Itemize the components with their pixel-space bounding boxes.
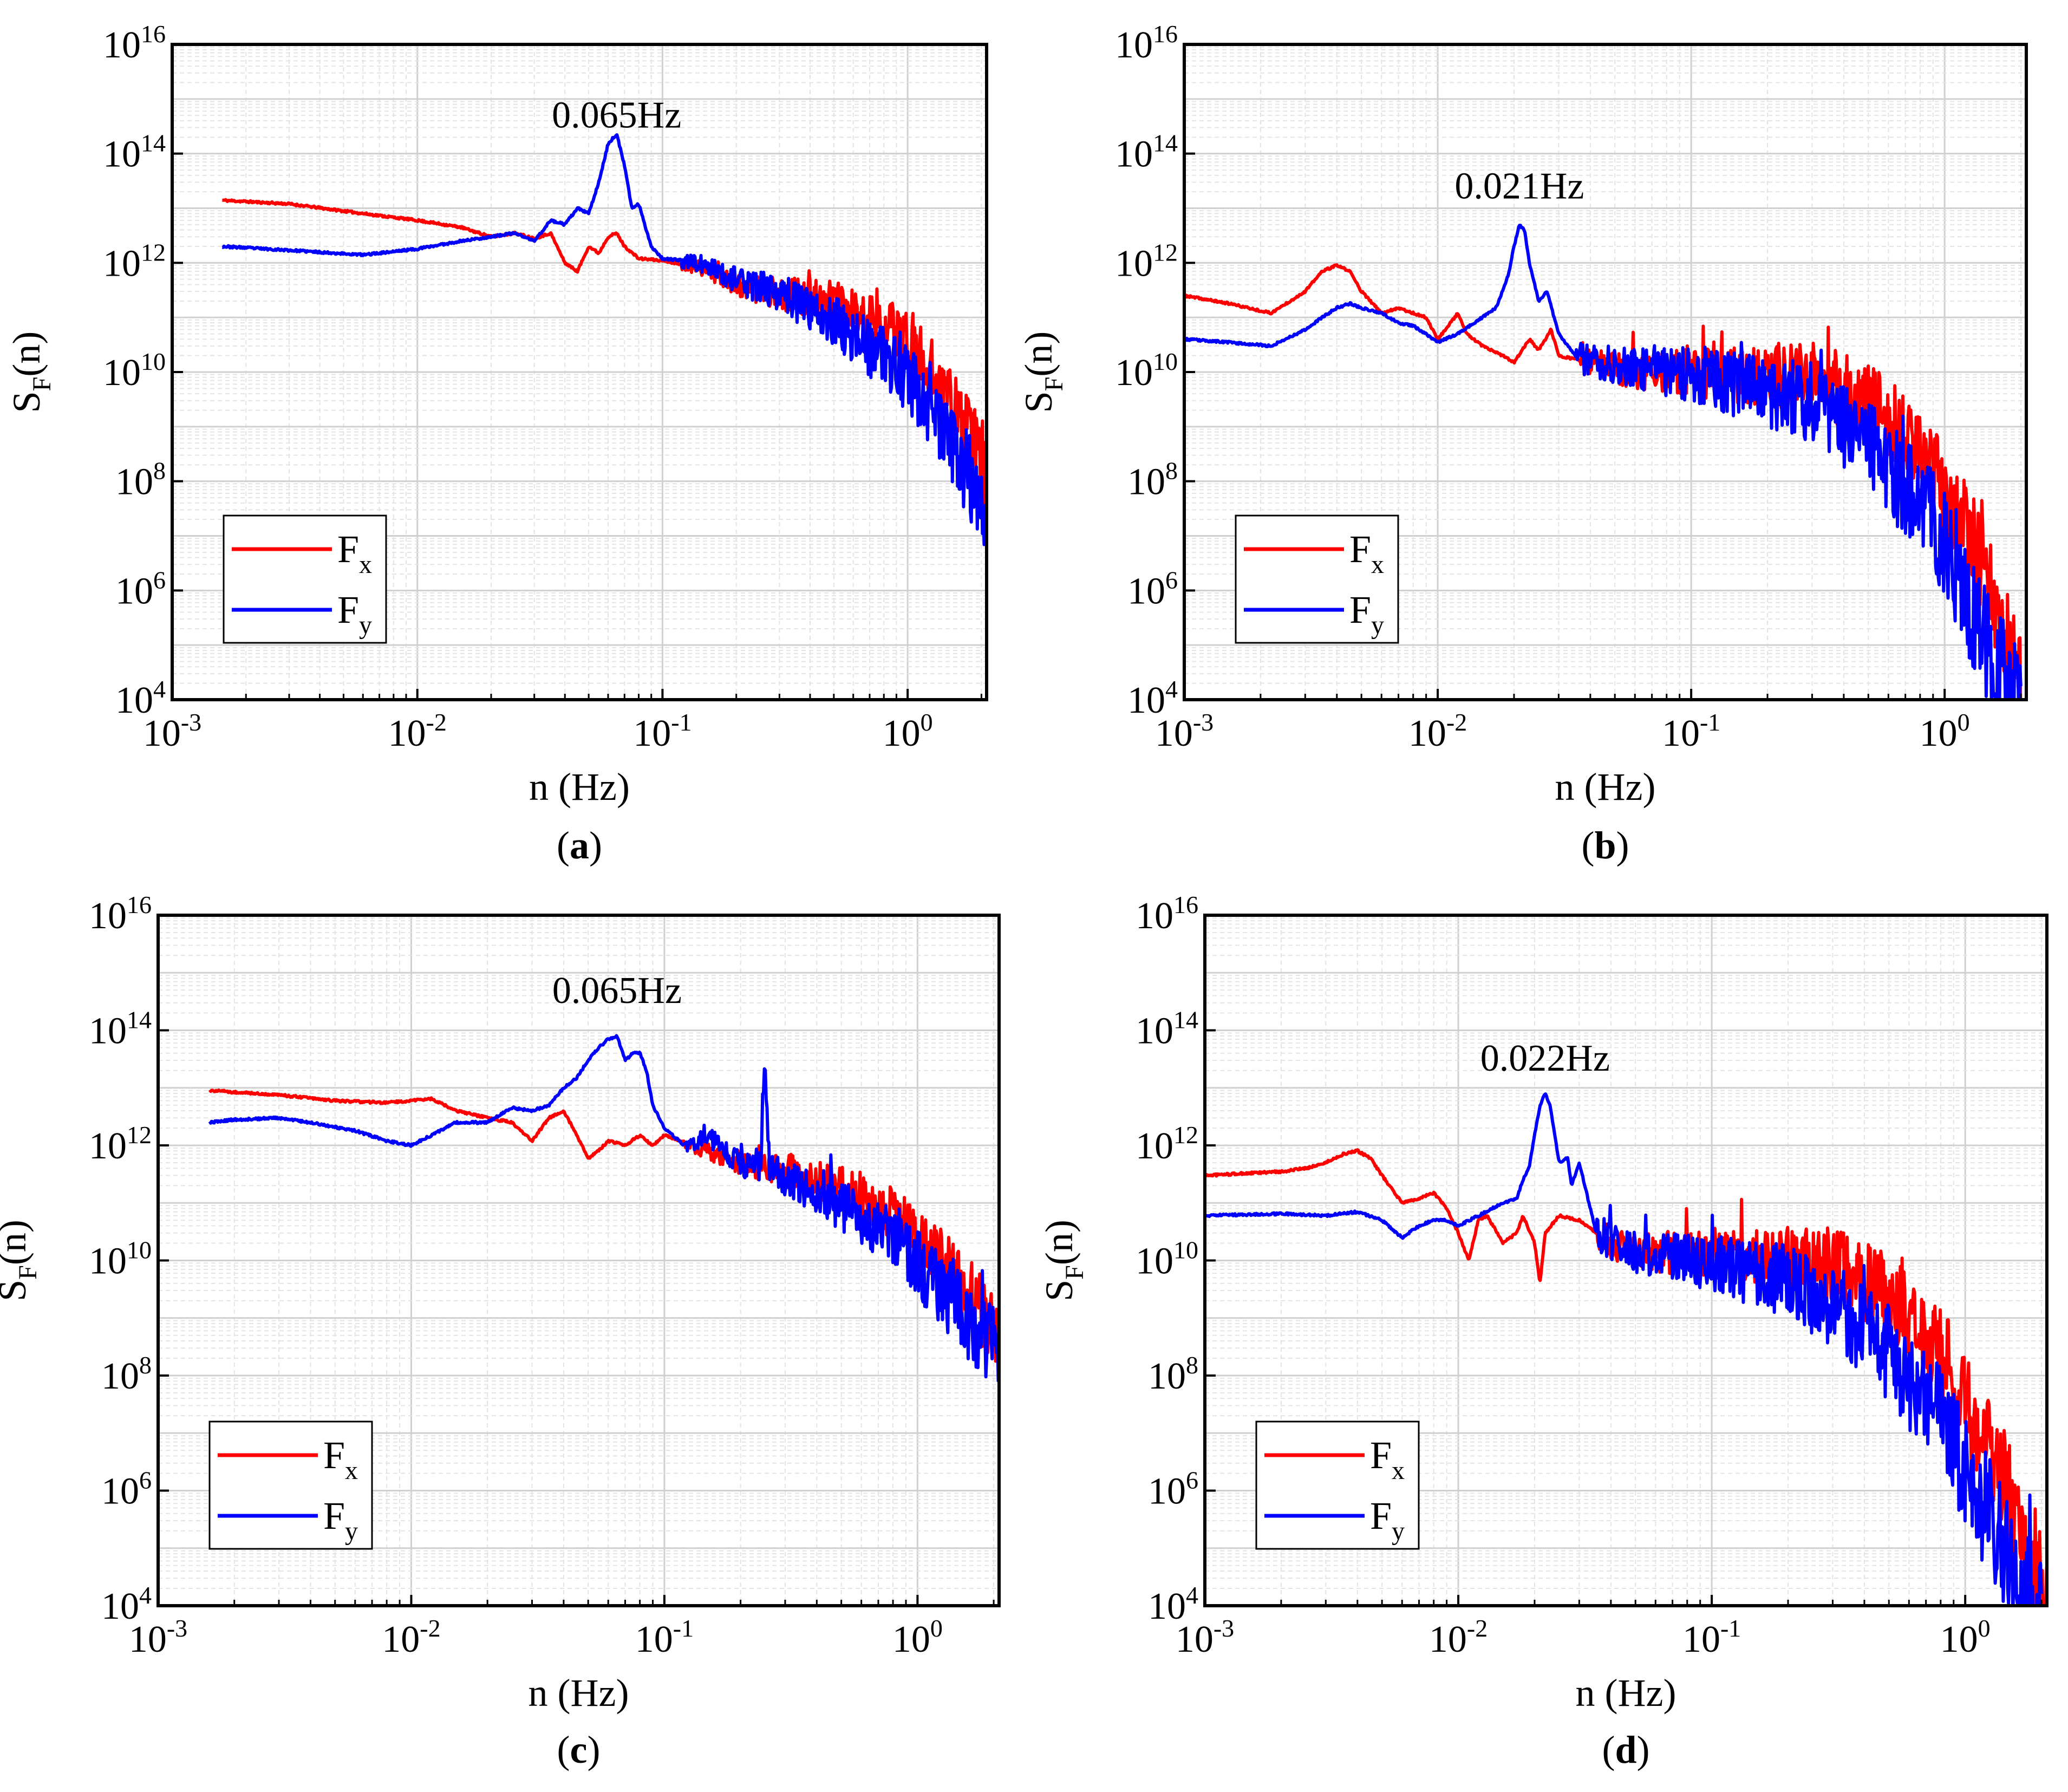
legend-label-Fy: Fy: [1349, 588, 1384, 640]
y-tick-label: 1010: [89, 1236, 152, 1282]
y-tick-label: 106: [101, 1467, 152, 1513]
x-axis-title: n (Hz): [529, 765, 630, 809]
x-tick-label: 100: [892, 1614, 943, 1660]
x-axis-title: n (Hz): [1576, 1671, 1676, 1715]
y-tick-label: 108: [115, 457, 166, 503]
panel-d: 10-3 10-2 10-1 100 104 106 108 1010 1012 1014 1016…: [1038, 891, 2049, 1771]
legend: Fx Fy: [1235, 514, 1399, 644]
y-tick-label: 106: [1127, 566, 1178, 612]
legend-label-Fy: Fy: [337, 588, 372, 640]
y-tick-label: 1012: [1136, 1121, 1198, 1167]
y-tick-label: 108: [1148, 1351, 1198, 1397]
x-tick-label: 100: [883, 708, 933, 754]
panel-caption: (b): [1581, 824, 1629, 867]
panel-caption: (d): [1602, 1728, 1649, 1771]
series-line-Fy: [1184, 224, 2023, 700]
peak-annotation: 0.021Hz: [1454, 166, 1584, 207]
legend-box: [1235, 514, 1399, 644]
y-tick-label: 108: [101, 1351, 152, 1397]
peak-annotation: 0.065Hz: [552, 95, 681, 136]
legend: Fx Fy: [208, 1420, 373, 1550]
x-tick-label: 10-2: [388, 708, 447, 754]
x-tick-label: 10-2: [382, 1614, 440, 1660]
y-axis-title: SF(n): [1038, 1220, 1089, 1301]
legend-label-Fx: Fx: [337, 527, 372, 579]
panel-caption: (a): [557, 824, 602, 867]
x-tick-label: 100: [1940, 1614, 1991, 1660]
panel-b: 10-3 10-2 10-1 100 104 106 108 1010 1012 1014 1016…: [1017, 20, 2028, 867]
y-tick-label: 1014: [89, 1006, 152, 1052]
x-tick-label: 10-3: [143, 708, 201, 754]
series-line-Fy: [1205, 1092, 2043, 1606]
legend-label-Fy: Fy: [323, 1494, 358, 1546]
grid: [158, 915, 999, 1606]
x-tick-label: 10-3: [1176, 1614, 1234, 1660]
y-tick-label: 1012: [103, 238, 166, 284]
x-tick-label: 10-3: [1155, 708, 1214, 754]
series-line-Fy: [208, 1034, 999, 1382]
x-axis-title: n (Hz): [529, 1671, 629, 1715]
y-tick-label: 1016: [89, 891, 152, 937]
legend-label-Fx: Fx: [1370, 1433, 1405, 1485]
x-tick-label: 10-1: [633, 708, 691, 754]
x-tick-label: 100: [1920, 708, 1970, 754]
y-tick-label: 104: [1127, 675, 1178, 721]
x-tick-label: 10-3: [129, 1614, 187, 1660]
y-tick-label: 104: [115, 675, 166, 721]
panel-c: 10-3 10-2 10-1 100 104 106 108 1010 1012 1014 1016…: [0, 891, 1001, 1771]
legend: Fx Fy: [223, 514, 387, 644]
y-tick-label: 1014: [1136, 1006, 1198, 1052]
x-tick-label: 10-1: [635, 1614, 694, 1660]
y-axis-title: SF(n): [1017, 331, 1068, 413]
x-tick-label: 10-2: [1408, 708, 1467, 754]
y-tick-label: 108: [1127, 457, 1178, 503]
series-line-Fy: [221, 133, 987, 546]
legend-box: [208, 1420, 373, 1550]
legend-box: [223, 514, 387, 644]
panel-caption: (c): [557, 1728, 601, 1771]
panel-a: 10-3 10-2 10-1 100 104 106 108 1010 1012 1014 1016…: [5, 20, 988, 867]
y-tick-label: 1016: [103, 20, 166, 66]
peak-annotation: 0.022Hz: [1480, 1038, 1610, 1079]
y-tick-label: 106: [115, 566, 166, 612]
y-tick-label: 1012: [89, 1121, 152, 1167]
y-tick-label: 106: [1148, 1467, 1198, 1513]
x-axis-title: n (Hz): [1555, 765, 1656, 809]
y-axis-title: SF(n): [0, 1220, 42, 1301]
y-tick-label: 1010: [1115, 348, 1178, 394]
y-axis-title: SF(n): [5, 331, 56, 413]
y-tick-label: 1010: [1136, 1236, 1198, 1282]
legend-box: [1255, 1420, 1420, 1550]
y-tick-label: 1016: [1136, 891, 1198, 937]
y-tick-label: 1016: [1115, 20, 1178, 66]
y-tick-label: 1012: [1115, 238, 1178, 284]
legend-label-Fx: Fx: [323, 1433, 358, 1485]
x-tick-label: 10-2: [1429, 1614, 1488, 1660]
y-tick-label: 104: [101, 1581, 152, 1627]
x-tick-label: 10-1: [1682, 1614, 1741, 1660]
x-tick-label: 10-1: [1662, 708, 1720, 754]
y-tick-label: 104: [1148, 1581, 1198, 1627]
peak-annotation: 0.065Hz: [552, 970, 682, 1012]
legend: Fx Fy: [1255, 1420, 1420, 1550]
y-tick-label: 1014: [103, 129, 166, 175]
series-line-Fx: [208, 1088, 999, 1363]
legend-label-Fx: Fx: [1349, 527, 1384, 579]
y-tick-label: 1010: [103, 348, 166, 394]
legend-label-Fy: Fy: [1370, 1494, 1405, 1546]
y-tick-label: 1014: [1115, 129, 1178, 175]
